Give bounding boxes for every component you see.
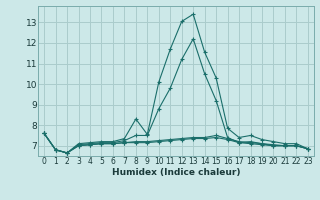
X-axis label: Humidex (Indice chaleur): Humidex (Indice chaleur) <box>112 168 240 177</box>
